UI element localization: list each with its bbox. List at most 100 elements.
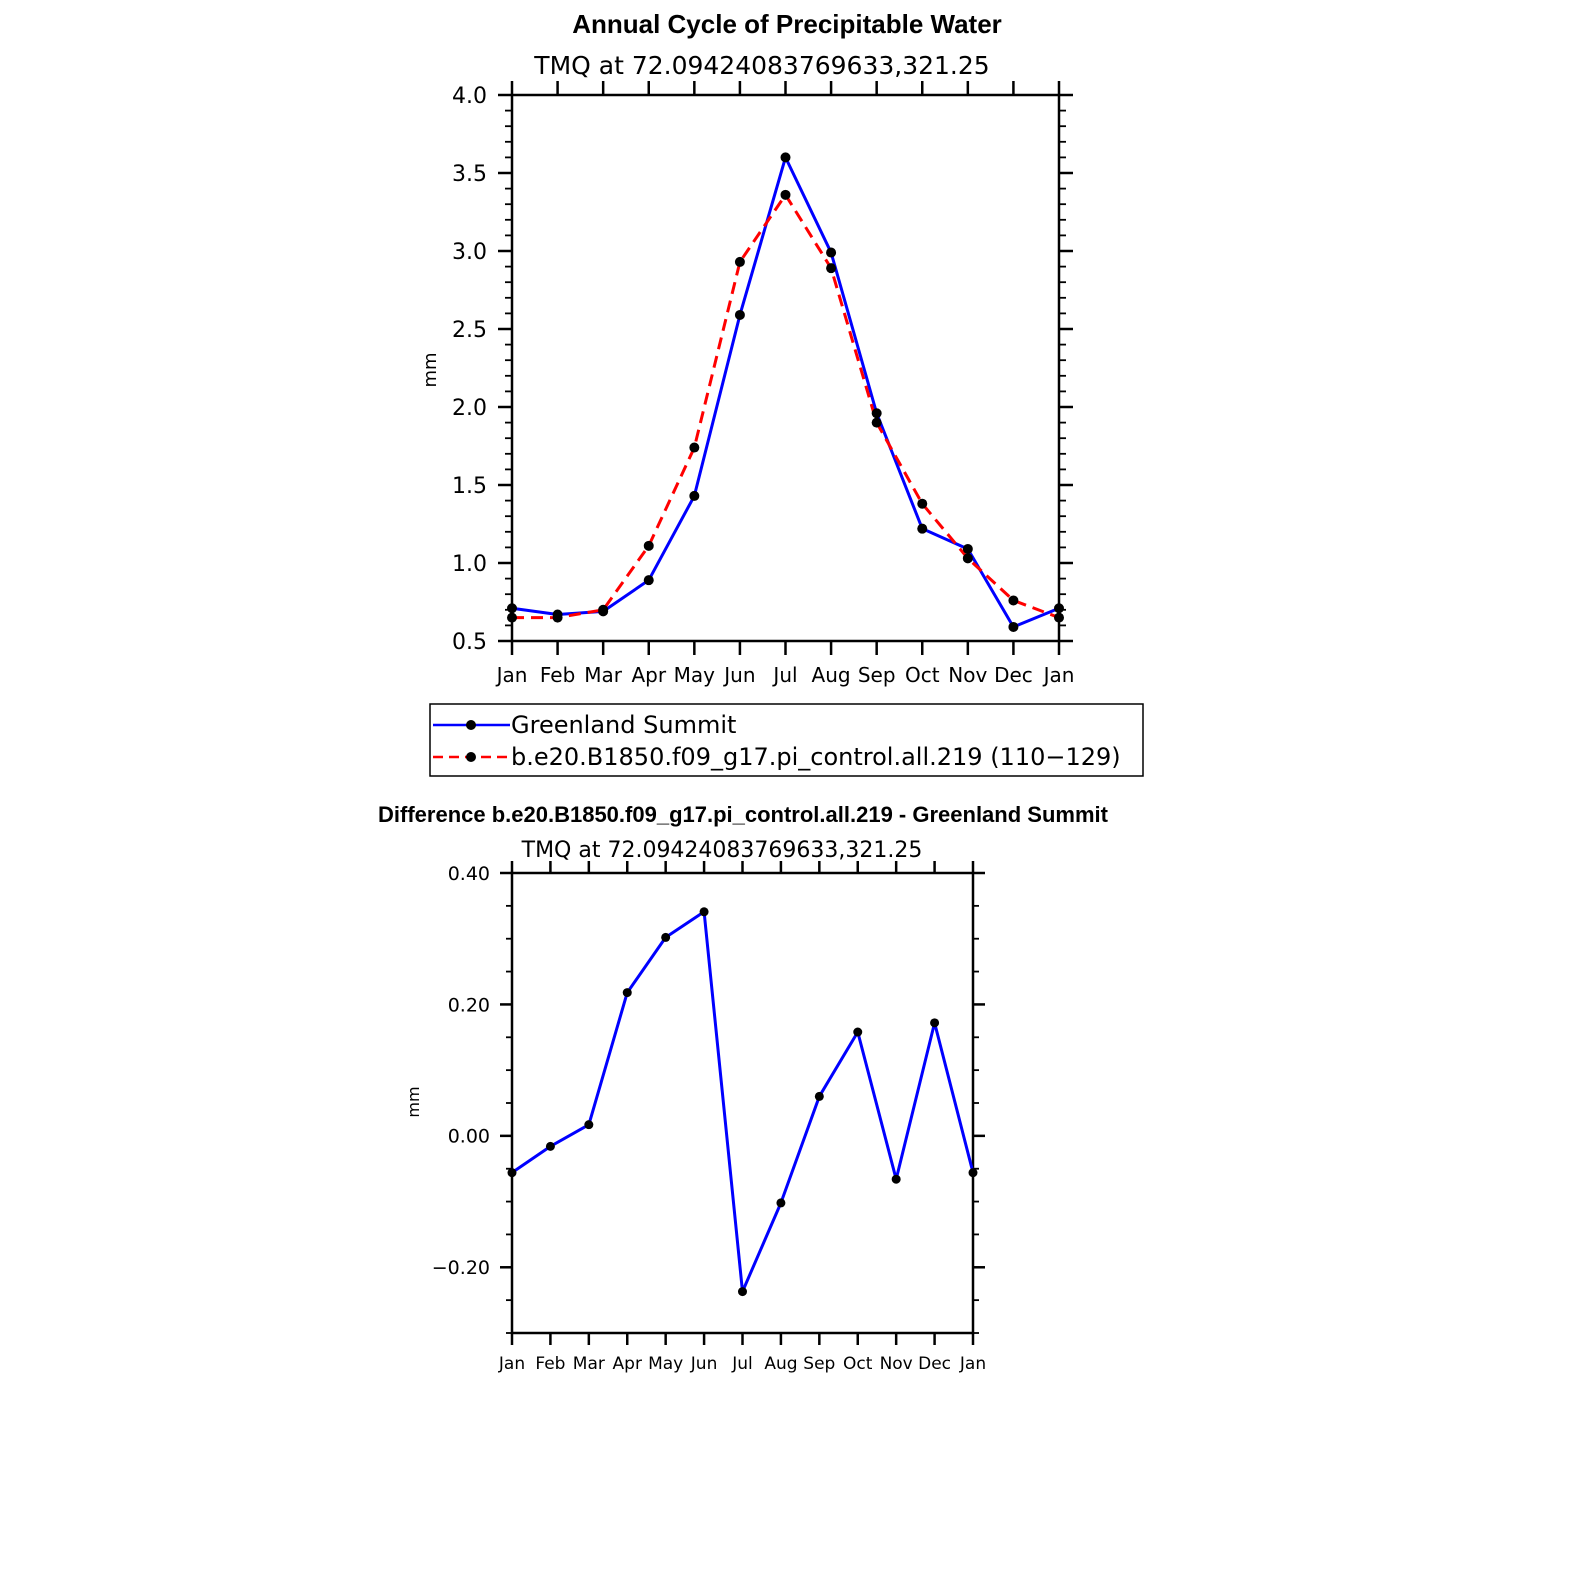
data-point — [1008, 595, 1019, 606]
y-tick-labels: −0.20 0.00 0.20 0.40 — [432, 863, 490, 1279]
data-point — [552, 612, 563, 623]
data-point — [545, 1141, 555, 1151]
x-tick-label: Feb — [540, 663, 575, 687]
y-tick-label: 0.40 — [448, 863, 490, 885]
legend-marker-greenland-summit — [466, 720, 476, 730]
legend: Greenland Summit b.e20.B1850.f09_g17.pi_… — [429, 703, 1144, 777]
x-tick-labels: Jan Feb Mar Apr May Jun Jul Aug Sep Oct Nov Dec Jan — [498, 1354, 986, 1374]
chart-subtitle: TMQ at 72.09424083769633,321.25 — [533, 51, 989, 80]
x-tick-label: Jun — [690, 1354, 718, 1374]
data-point — [968, 1168, 978, 1178]
data-point — [598, 604, 609, 615]
data-point — [1054, 612, 1064, 623]
series-group — [507, 152, 1064, 632]
y-tick-label: 0.5 — [452, 630, 487, 655]
data-point — [1054, 603, 1064, 614]
data-point — [689, 490, 700, 501]
legend-box — [429, 703, 1144, 777]
y-tick-label: 2.5 — [452, 318, 487, 343]
y-tick-label: 0.00 — [448, 1126, 490, 1148]
data-point — [689, 442, 700, 453]
y-tick-label: 3.5 — [452, 162, 487, 187]
data-point — [780, 152, 791, 163]
series-line-0 — [511, 910, 975, 1294]
data-point — [507, 1168, 517, 1178]
y-tick-label: 1.5 — [452, 474, 487, 499]
x-tick-label: Nov — [880, 1354, 913, 1374]
x-tick-label: Apr — [613, 1354, 642, 1374]
y-axis-label: mm — [420, 352, 441, 387]
data-point — [853, 1027, 863, 1037]
y-tick-label: 3.0 — [452, 240, 487, 265]
annual-cycle-chart: Annual Cycle of Precipitable Water TMQ a… — [420, 9, 1144, 777]
x-tick-label: Jan — [1042, 663, 1075, 687]
data-point — [917, 523, 928, 534]
series-line-1 — [512, 193, 1060, 620]
data-point — [780, 189, 791, 200]
data-point — [734, 256, 745, 267]
data-point — [661, 932, 671, 942]
data-point — [826, 263, 837, 274]
data-point — [814, 1091, 824, 1101]
chart-subtitle: TMQ at 72.09424083769633,321.25 — [521, 838, 923, 863]
axis-ticks — [498, 81, 1073, 655]
chart-title: Annual Cycle of Precipitable Water — [572, 9, 1002, 39]
x-tick-label: Aug — [812, 663, 851, 687]
x-tick-label: May — [674, 663, 716, 687]
x-tick-label: Sep — [803, 1354, 835, 1374]
x-tick-label: May — [648, 1354, 683, 1374]
x-tick-label: Jul — [771, 663, 797, 687]
y-tick-label: 4.0 — [452, 84, 487, 109]
data-point — [643, 575, 654, 586]
x-tick-label: Dec — [918, 1354, 951, 1374]
data-point — [930, 1018, 940, 1028]
data-point — [891, 1174, 901, 1184]
y-tick-label: −0.20 — [432, 1257, 490, 1279]
x-tick-label: Jan — [959, 1354, 986, 1374]
data-point — [699, 907, 709, 917]
data-point — [584, 1120, 594, 1130]
data-point — [962, 543, 973, 554]
data-point — [917, 498, 928, 509]
x-tick-label: Jan — [498, 1354, 525, 1374]
y-tick-label: 2.0 — [452, 396, 487, 421]
x-tick-label: Oct — [843, 1354, 873, 1374]
data-point — [1008, 621, 1019, 632]
x-tick-label: Apr — [631, 663, 666, 687]
difference-chart: Difference b.e20.B1850.f09_g17.pi_contro… — [378, 802, 1109, 1374]
x-tick-label: Jul — [731, 1354, 753, 1374]
data-point — [826, 247, 837, 258]
data-point — [734, 309, 745, 320]
x-tick-label: Mar — [584, 663, 623, 687]
data-point — [643, 540, 654, 551]
data-point — [507, 603, 517, 614]
data-point — [871, 408, 882, 419]
x-tick-label: Dec — [994, 663, 1033, 687]
data-point — [507, 612, 517, 623]
y-tick-labels: 0.5 1.0 1.5 2.0 2.5 3.0 3.5 4.0 — [452, 84, 487, 655]
x-tick-label: Oct — [905, 663, 940, 687]
x-tick-label: Aug — [764, 1354, 797, 1374]
x-tick-label: Nov — [948, 663, 987, 687]
x-tick-label: Mar — [573, 1354, 605, 1374]
x-tick-label: Sep — [858, 663, 896, 687]
axis-ticks — [500, 861, 985, 1345]
legend-marker-model — [466, 752, 476, 762]
data-point — [871, 417, 882, 428]
y-axis-label: mm — [404, 1086, 423, 1117]
x-tick-label: Jun — [722, 663, 755, 687]
plot-frame — [510, 871, 975, 1335]
data-point — [776, 1198, 786, 1208]
x-tick-label: Feb — [535, 1354, 565, 1374]
plot-frame — [510, 93, 1061, 643]
legend-label-model: b.e20.B1850.f09_g17.pi_control.all.219 (… — [511, 743, 1121, 771]
x-tick-label: Jan — [495, 663, 528, 687]
y-tick-label: 0.20 — [448, 994, 490, 1016]
y-tick-label: 1.0 — [452, 552, 487, 577]
data-point — [622, 988, 632, 998]
data-point — [738, 1287, 747, 1297]
x-tick-labels: Jan Feb Mar Apr May Jun Jul Aug Sep Oct Nov Dec Jan — [495, 663, 1075, 687]
chart-title: Difference b.e20.B1850.f09_g17.pi_contro… — [378, 802, 1109, 827]
series-line-0 — [511, 155, 1060, 629]
